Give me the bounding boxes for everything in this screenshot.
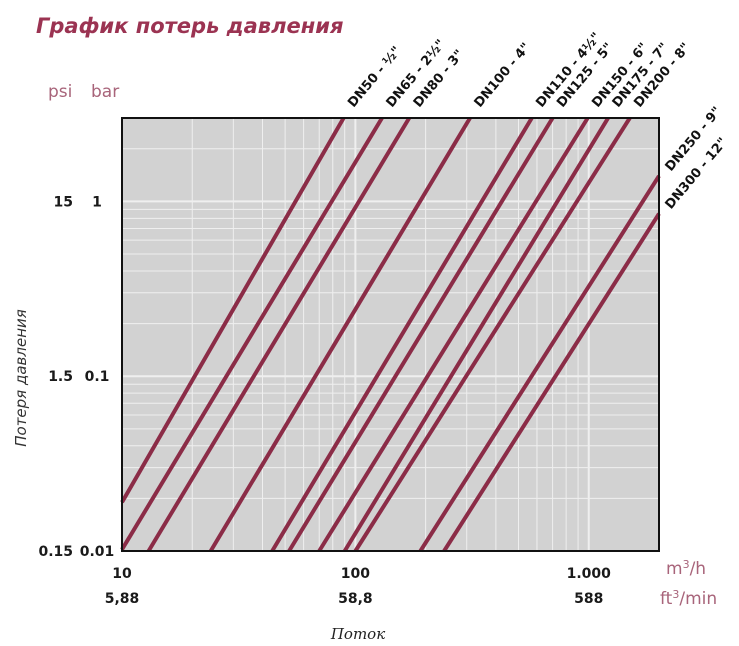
x-tick-label-secondary: 588 bbox=[574, 591, 603, 607]
plot-frame bbox=[121, 117, 660, 552]
series-line bbox=[442, 212, 661, 553]
x-tick-label-primary: 10 bbox=[112, 566, 132, 582]
y-tick-label-psi: 15 bbox=[54, 194, 73, 210]
y-tick-label-bar: 1 bbox=[92, 194, 102, 210]
series-line bbox=[342, 116, 610, 553]
series-line bbox=[120, 116, 384, 551]
x-unit-secondary-label: ft3/min bbox=[660, 588, 717, 609]
x-tick-label-secondary: 5,88 bbox=[105, 591, 140, 607]
x-tick-label-primary: 1.000 bbox=[567, 566, 612, 582]
svg-text:m3/h: m3/h bbox=[666, 558, 706, 579]
y-tick-label-psi: 1.5 bbox=[48, 369, 73, 385]
y-unit-psi-label: psi bbox=[48, 82, 72, 102]
series-line bbox=[353, 116, 632, 553]
y-unit-bar-label: bar bbox=[91, 82, 119, 102]
x-axis-ticks: 10 5,88 100 58,8 1.000 588 bbox=[105, 566, 611, 607]
y-tick-label-bar: 0.01 bbox=[80, 544, 115, 560]
svg-text:ft3/min: ft3/min bbox=[660, 588, 717, 609]
series-line bbox=[270, 116, 534, 553]
series-label: DN100 - 4" bbox=[472, 40, 534, 110]
x-unit-primary-label: m3/h bbox=[666, 558, 706, 579]
chart-title: График потерь давления bbox=[36, 14, 343, 38]
plot-area bbox=[120, 116, 661, 553]
x-tick-label-primary: 100 bbox=[341, 566, 370, 582]
y-axis-label: Потеря давления bbox=[12, 309, 30, 447]
series-line bbox=[317, 116, 590, 553]
x-axis-label: Поток bbox=[330, 625, 385, 643]
y-tick-label-bar: 0.1 bbox=[85, 369, 110, 385]
series-line bbox=[120, 117, 346, 504]
y-axis-ticks: 15 1 1.5 0.1 0.15 0.01 bbox=[38, 194, 114, 560]
y-tick-label-psi: 0.15 bbox=[38, 544, 73, 560]
series-line bbox=[287, 116, 555, 553]
x-tick-label-secondary: 58,8 bbox=[338, 591, 373, 607]
series-line bbox=[418, 174, 661, 553]
series-line bbox=[146, 116, 411, 553]
series-line bbox=[208, 116, 472, 553]
series-lines bbox=[120, 116, 661, 553]
